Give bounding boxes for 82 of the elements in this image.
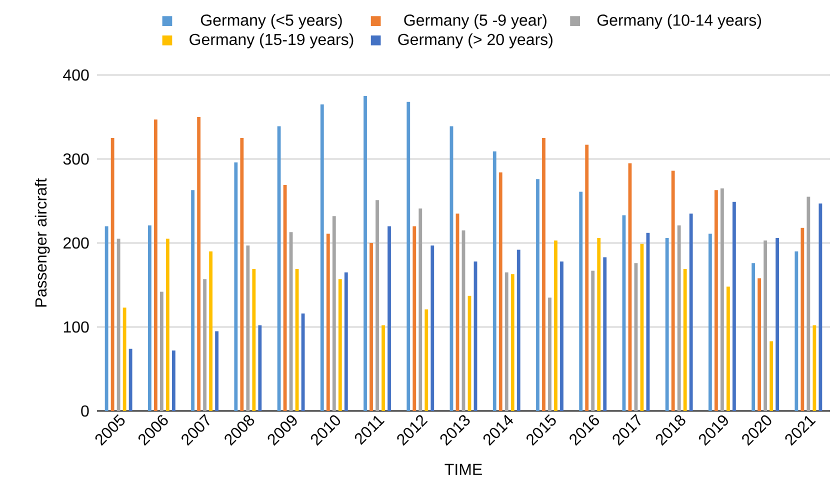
bar xyxy=(720,188,724,411)
bar xyxy=(597,238,601,411)
bar xyxy=(240,138,244,411)
y-tick-label: 0 xyxy=(81,405,89,417)
legend-label: Germany (> 20 years) xyxy=(398,33,552,48)
bar xyxy=(332,216,336,411)
y-tick-label: 200 xyxy=(64,237,89,249)
bar xyxy=(516,250,520,411)
bar xyxy=(376,200,379,411)
bar xyxy=(234,162,238,411)
bar xyxy=(776,238,780,411)
bar xyxy=(794,251,798,411)
bar xyxy=(560,261,564,411)
bar xyxy=(110,138,114,411)
bar xyxy=(344,272,348,411)
bar xyxy=(671,170,675,411)
bar xyxy=(364,96,367,411)
y-tick-label: 100 xyxy=(64,321,89,333)
bar xyxy=(758,278,762,411)
bar xyxy=(726,286,730,411)
bar xyxy=(806,196,810,411)
bar xyxy=(154,120,158,411)
bar xyxy=(542,138,546,411)
bar xyxy=(764,240,768,411)
bar xyxy=(732,202,736,411)
bar xyxy=(504,272,508,411)
bar xyxy=(418,208,422,411)
bar xyxy=(128,348,132,411)
bar xyxy=(258,325,262,411)
y-axis-title: Passenger aircraft xyxy=(34,178,50,307)
bar xyxy=(689,214,693,411)
bar xyxy=(406,102,410,411)
legend-label: Germany (15-19 years) xyxy=(190,33,354,48)
bar xyxy=(548,298,552,411)
bar xyxy=(430,246,434,411)
bar xyxy=(197,116,200,411)
bar xyxy=(498,172,502,411)
bar xyxy=(585,144,589,411)
bar xyxy=(326,234,330,411)
bar xyxy=(412,226,416,411)
bar xyxy=(677,225,681,411)
x-axis-title: TIME xyxy=(444,464,482,475)
bar xyxy=(203,279,206,411)
bar xyxy=(714,190,718,411)
bar xyxy=(818,204,822,411)
bar xyxy=(665,238,669,411)
legend-label: Germany (10-14 years) xyxy=(597,14,762,29)
bar xyxy=(579,192,583,411)
bar xyxy=(800,228,804,411)
legend-label: Germany (<5 years) xyxy=(200,14,342,29)
bar xyxy=(370,242,373,411)
bar xyxy=(492,151,496,411)
y-tick-label: 300 xyxy=(63,153,89,165)
bar xyxy=(209,251,213,411)
bar xyxy=(166,238,170,411)
y-tick-label: 400 xyxy=(63,69,89,81)
bar xyxy=(424,309,428,411)
bar xyxy=(252,269,256,411)
bar xyxy=(338,279,342,411)
bar xyxy=(148,225,152,411)
bar xyxy=(510,274,514,411)
bar xyxy=(536,179,540,411)
bar xyxy=(591,270,595,411)
bar xyxy=(215,331,218,411)
bar xyxy=(752,263,756,411)
bar xyxy=(160,292,164,411)
bar xyxy=(122,308,126,411)
bar xyxy=(388,226,391,411)
bar xyxy=(246,246,250,411)
bar xyxy=(191,190,194,411)
bar xyxy=(172,350,176,411)
bar xyxy=(320,104,324,411)
bar xyxy=(554,240,558,411)
legend-label: Germany (5 -9 year) xyxy=(404,14,546,29)
bar xyxy=(104,226,108,411)
bar xyxy=(382,325,385,411)
bar xyxy=(708,234,712,411)
bar xyxy=(770,341,774,411)
bar xyxy=(116,238,120,411)
bar xyxy=(603,257,607,411)
bar xyxy=(683,269,687,411)
bar xyxy=(812,325,816,411)
